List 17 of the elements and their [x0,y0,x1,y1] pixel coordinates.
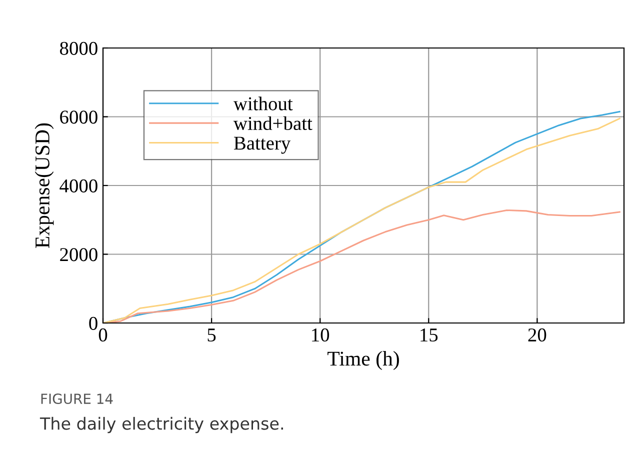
caption: FIGURE 14 [41,394,113,404]
y-tick-label: 2000 [60,248,98,262]
y-tick-label: 6000 [60,110,98,124]
x-tick-label: 20 [528,328,546,342]
x-tick-label: 15 [420,328,438,342]
text: The daily electricity expense. [40,416,283,434]
y-axis-title: Expense(USD) [34,123,54,248]
x-axis-title: Time (h) [328,351,399,370]
legend-label: Battery [234,136,291,154]
y-tick-label: 4000 [60,179,98,192]
x-tick-label: 0 [98,328,108,342]
x-tick-label: 10 [312,328,330,342]
y-tick-label: 0 [89,316,98,330]
legend-label: without [233,96,293,110]
y-tick-label: 8000 [60,42,98,55]
legend-label: wind+batt [233,116,312,130]
x-tick-label: 5 [208,328,216,342]
